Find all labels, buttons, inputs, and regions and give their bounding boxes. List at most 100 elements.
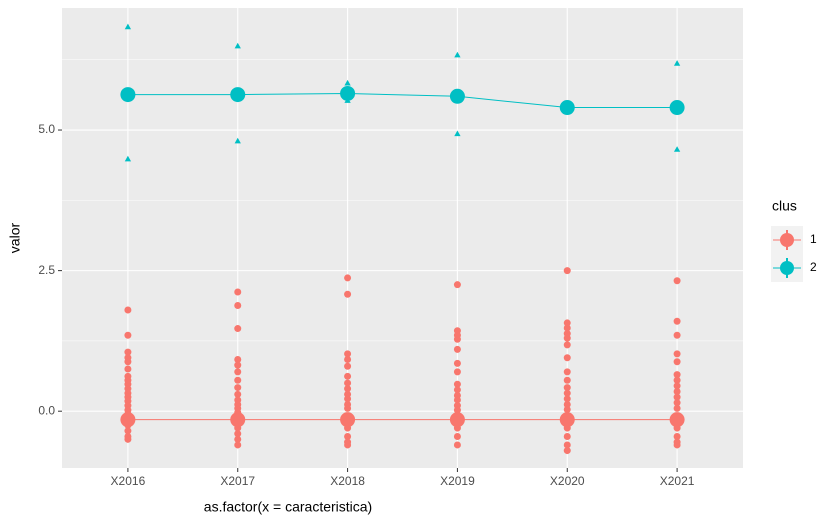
data-point [453, 433, 461, 441]
data-point [124, 435, 132, 443]
data-point [234, 42, 241, 49]
data-point [673, 382, 681, 390]
data-point [673, 393, 681, 401]
data-point [563, 441, 571, 449]
data-point [563, 341, 571, 349]
data-point [673, 376, 681, 384]
data-point [563, 389, 571, 397]
data-point [124, 348, 132, 356]
data-point [344, 274, 352, 282]
data-point [344, 372, 352, 380]
data-point [124, 23, 132, 30]
data-point [673, 441, 681, 449]
y-tick-label: 0.0 [38, 403, 55, 417]
data-point [124, 427, 132, 435]
data-point [344, 433, 352, 441]
data-point [344, 379, 352, 387]
data-point [344, 362, 352, 370]
y-tick-label: 5.0 [38, 122, 55, 136]
data-point [234, 435, 242, 443]
legend-key-point [780, 233, 794, 247]
data-point [563, 447, 571, 455]
data-point [234, 301, 242, 309]
data-point [673, 399, 681, 407]
x-tick-label: X2020 [550, 474, 585, 488]
data-point [563, 433, 571, 441]
data-point [124, 358, 132, 366]
data-point [673, 388, 681, 396]
data-point [234, 355, 242, 363]
data-point [344, 350, 352, 358]
data-point [673, 146, 681, 152]
data-point [563, 384, 571, 392]
data-point [563, 319, 571, 327]
x-tick-label: X2018 [330, 474, 365, 488]
mean-point [449, 88, 465, 104]
data-point [234, 430, 242, 438]
data-point [454, 51, 461, 58]
data-point [673, 277, 681, 285]
data-point [454, 130, 461, 137]
data-point [344, 290, 352, 298]
data-point [234, 376, 242, 384]
data-point [673, 404, 681, 412]
data-point [453, 396, 461, 404]
data-point [453, 359, 461, 367]
data-point [344, 355, 352, 363]
data-point [563, 267, 571, 275]
mean-point [340, 85, 356, 101]
data-point [344, 404, 352, 412]
data-point [124, 331, 132, 339]
data-point [453, 441, 461, 449]
mean-point [230, 87, 246, 103]
data-point [453, 345, 461, 353]
data-point [124, 306, 132, 314]
data-point [673, 358, 681, 366]
data-point [563, 406, 571, 414]
data-point [673, 350, 681, 358]
x-tick-label: X2017 [220, 474, 255, 488]
mean-point [559, 412, 575, 428]
mean-point [449, 412, 465, 428]
data-point [563, 354, 571, 362]
data-point [453, 380, 461, 388]
data-point [563, 334, 571, 342]
x-tick-label: X2019 [440, 474, 475, 488]
data-point [234, 368, 242, 376]
y-tick-label: 2.5 [38, 263, 55, 277]
mean-point [669, 100, 685, 116]
data-point [673, 317, 681, 325]
legend-title: clus [772, 198, 797, 214]
legend-label: 2 [810, 260, 817, 274]
data-point [453, 281, 461, 289]
data-point [234, 441, 242, 449]
data-point [673, 433, 681, 441]
data-point [344, 385, 352, 393]
data-point [234, 288, 242, 296]
data-point [344, 441, 352, 449]
data-point [234, 384, 242, 392]
data-point [453, 386, 461, 394]
y-axis-title: valor [7, 222, 23, 253]
data-point [234, 390, 242, 398]
data-point [673, 60, 681, 66]
data-point [453, 406, 461, 414]
mean-point [559, 100, 575, 116]
data-point [673, 331, 681, 339]
legend-key-point [780, 261, 794, 275]
data-point [563, 376, 571, 384]
data-point [234, 137, 241, 144]
panel [62, 8, 743, 468]
data-point [563, 324, 571, 332]
data-point [453, 368, 461, 376]
data-point [563, 395, 571, 403]
mean-point [230, 412, 246, 428]
data-point [124, 155, 132, 162]
data-point [124, 365, 132, 373]
mean-point [120, 412, 136, 428]
data-point [344, 395, 352, 403]
x-tick-label: X2021 [660, 474, 695, 488]
data-point [563, 368, 571, 376]
data-point [673, 371, 681, 379]
